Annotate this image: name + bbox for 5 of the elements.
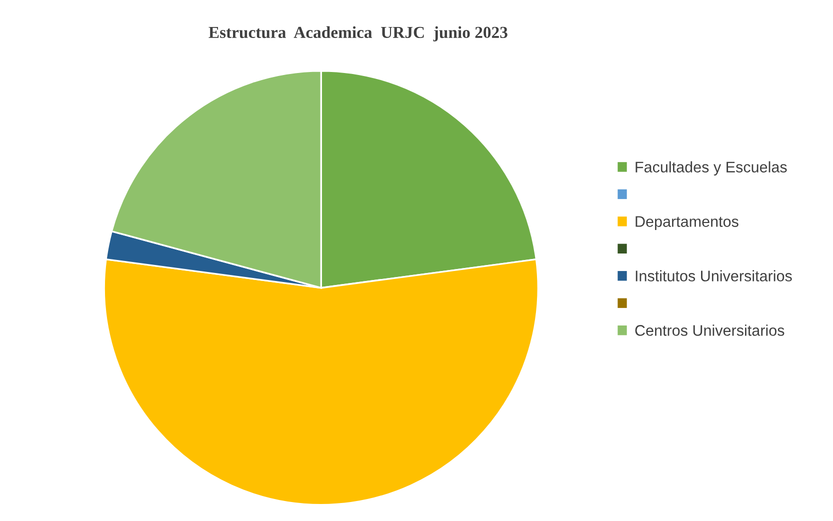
chart-title: Estructura Academica URJC junio 2023 (208, 26, 508, 42)
legend-label: Institutos Universitarios (636, 270, 792, 282)
legend-label: Facultades y Escuelas (636, 161, 787, 176)
legend-label: Departamentos (636, 216, 738, 230)
legend-label: Centros Universitarios (635, 324, 784, 336)
